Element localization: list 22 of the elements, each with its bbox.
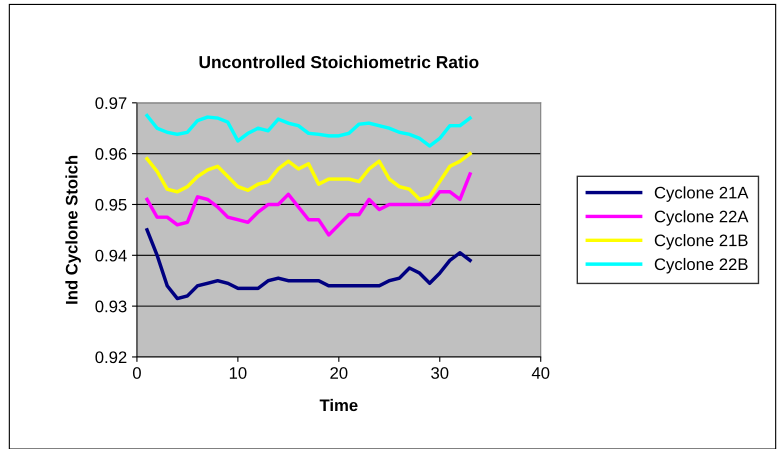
legend-label: Cyclone 21B bbox=[654, 234, 748, 250]
legend-label: Cyclone 22A bbox=[654, 210, 748, 226]
y-tick-label: 0.97 bbox=[95, 97, 126, 110]
line-series bbox=[145, 172, 472, 237]
y-tick-label: 0.94 bbox=[95, 250, 127, 262]
x-tick-label: 40 bbox=[532, 367, 550, 379]
chart-title: Uncontrolled Stoichiometric Ratio bbox=[200, 56, 478, 68]
y-axis-title: Ind Cyclone Stoich bbox=[65, 156, 81, 304]
y-tick-label: 0.95 bbox=[95, 198, 127, 211]
y-tick-label: 0.93 bbox=[95, 300, 126, 312]
x-tick-label: 0 bbox=[132, 367, 141, 379]
y-tick-label: 0.96 bbox=[95, 148, 126, 160]
legend-label: Cyclone 22B bbox=[654, 258, 748, 274]
line-series bbox=[145, 114, 472, 148]
line-series bbox=[145, 152, 472, 202]
x-tick-label: 10 bbox=[230, 367, 246, 379]
x-axis-title: Time bbox=[320, 398, 358, 412]
x-tick-label: 20 bbox=[330, 367, 348, 379]
x-tick-label: 30 bbox=[431, 367, 448, 379]
y-tick-label: 0.92 bbox=[95, 351, 126, 364]
legend-label: Cyclone 21A bbox=[654, 186, 748, 202]
line-series bbox=[145, 228, 472, 300]
